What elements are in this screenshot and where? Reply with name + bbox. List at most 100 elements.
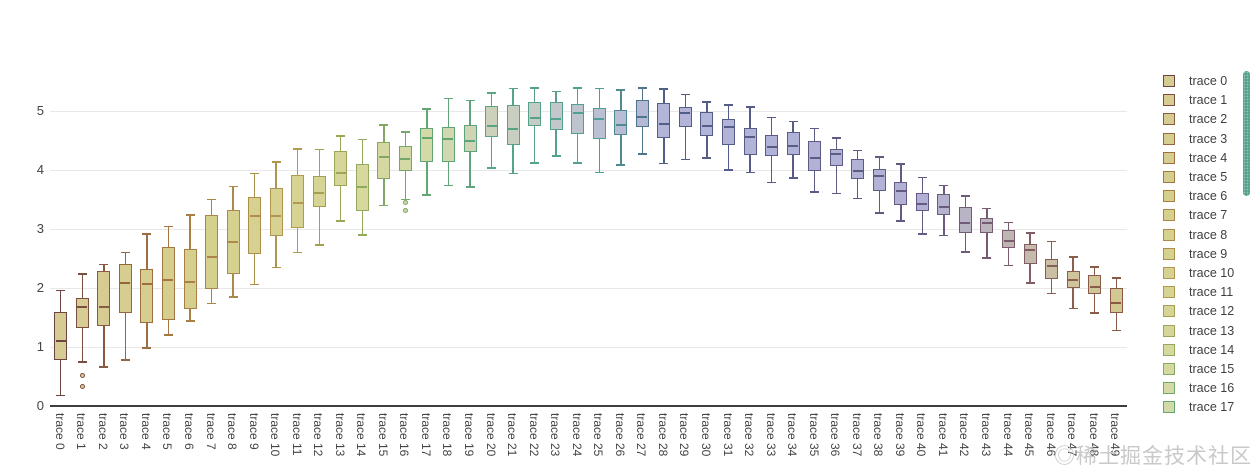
median-line: [1068, 279, 1079, 282]
legend-item-trace-16[interactable]: trace 16: [1156, 380, 1252, 399]
legend-swatch-icon: [1163, 190, 1175, 203]
x-tick-label: trace 5: [160, 413, 175, 450]
whisker-cap: [680, 158, 690, 161]
whisker-cap: [917, 232, 927, 235]
whisker-cap: [853, 149, 863, 152]
legend-item-trace-2[interactable]: trace 2: [1156, 111, 1252, 130]
whisker-cap: [702, 157, 712, 159]
x-tick-label: trace 27: [634, 413, 649, 457]
box-rect: [463, 124, 477, 153]
legend-item-trace-0[interactable]: trace 0: [1156, 73, 1252, 92]
legend-item-trace-8[interactable]: trace 8: [1156, 227, 1252, 246]
whisker-cap: [465, 99, 475, 102]
legend-item-trace-7[interactable]: trace 7: [1156, 207, 1252, 226]
whisker-cap: [530, 87, 540, 89]
median-line: [723, 125, 734, 128]
legend-item-trace-12[interactable]: trace 12: [1156, 303, 1252, 322]
legend-item-trace-1[interactable]: trace 1: [1156, 92, 1252, 111]
whisker-cap: [77, 360, 87, 363]
legend-item-label: trace 17: [1189, 400, 1235, 415]
legend-item-label: trace 8: [1189, 227, 1228, 242]
legend-scrollbar-thumb[interactable]: [1243, 71, 1250, 196]
legend-item-trace-14[interactable]: trace 14: [1156, 342, 1252, 361]
box-rect: [269, 187, 283, 237]
median-line: [680, 112, 691, 115]
whisker-cap: [314, 244, 324, 246]
outlier-point: [79, 384, 85, 390]
legend-item-label: trace 6: [1189, 189, 1228, 204]
legend-item-label: trace 15: [1189, 362, 1235, 376]
box-rect: [937, 194, 951, 215]
median-line: [77, 305, 88, 308]
median-line: [163, 278, 174, 281]
legend-item-trace-11[interactable]: trace 11: [1156, 284, 1252, 303]
x-tick-label: trace 28: [655, 413, 670, 457]
median-line: [1046, 264, 1057, 267]
x-tick-label: trace 15: [375, 413, 390, 457]
legend-item-trace-15[interactable]: trace 15: [1156, 361, 1252, 380]
legend-swatch-icon: [1163, 267, 1175, 279]
box-rect: [635, 99, 649, 127]
box-rect: [1045, 258, 1059, 280]
box-rect: [571, 103, 585, 134]
x-tick-label: trace 22: [526, 413, 541, 457]
x-tick-label: trace 42: [957, 413, 972, 457]
whisker-cap: [357, 234, 367, 236]
whisker-cap: [228, 296, 238, 298]
median-line: [831, 153, 842, 156]
legend-item-trace-13[interactable]: trace 13: [1156, 323, 1252, 342]
legend-item-trace-6[interactable]: trace 6: [1156, 188, 1252, 207]
whisker-cap: [142, 232, 152, 235]
median-line: [594, 117, 605, 120]
median-line: [1111, 301, 1122, 304]
box-rect: [722, 119, 735, 146]
legend-item-label: trace 3: [1189, 131, 1228, 146]
x-tick-label: trace 16: [397, 413, 412, 457]
legend-item-trace-4[interactable]: trace 4: [1156, 150, 1252, 169]
box-rect: [851, 158, 865, 179]
whisker-cap: [530, 162, 540, 164]
whisker-cap: [142, 347, 152, 349]
legend-swatch-icon: [1163, 363, 1175, 375]
legend-item-trace-10[interactable]: trace 10: [1156, 265, 1252, 284]
box-rect: [786, 131, 800, 155]
box-rect: [183, 249, 197, 310]
x-tick-label: trace 40: [914, 413, 929, 457]
legend-item-trace-9[interactable]: trace 9: [1156, 246, 1252, 265]
box-rect: [506, 104, 520, 145]
whisker-cap: [336, 219, 346, 222]
whisker-cap: [724, 169, 733, 171]
whisker-cap: [982, 257, 992, 259]
median-line: [1089, 285, 1100, 288]
whisker-cap: [616, 164, 626, 167]
median-line: [637, 115, 648, 118]
x-tick-label: trace 32: [742, 413, 757, 457]
watermark: ◎稀土掘金技术社区: [1054, 445, 1252, 468]
median-line: [1025, 249, 1036, 252]
legend-item-label: trace 12: [1189, 304, 1235, 319]
median-line: [615, 123, 626, 126]
whisker-cap: [207, 302, 217, 305]
box-rect: [528, 102, 542, 126]
median-line: [529, 117, 540, 120]
x-tick-label: trace 38: [871, 413, 886, 457]
box-rect: [54, 311, 68, 360]
whisker-cap: [1025, 232, 1035, 234]
x-tick-label: trace 12: [311, 413, 326, 457]
legend-item-trace-17[interactable]: trace 17: [1156, 399, 1252, 418]
whisker-cap: [1068, 255, 1078, 258]
x-tick-label: trace 30: [698, 413, 713, 457]
legend-item-label: trace 10: [1189, 266, 1235, 280]
whisker-cap: [831, 192, 841, 195]
y-tick-label: 3: [36, 221, 44, 236]
legend-item-trace-5[interactable]: trace 5: [1156, 169, 1252, 188]
legend-item-trace-3[interactable]: trace 3: [1156, 131, 1252, 150]
y-tick-label: 2: [36, 280, 44, 295]
x-tick-label: trace 45: [1022, 413, 1037, 457]
whisker-cap: [594, 87, 604, 90]
median-line: [960, 221, 971, 224]
x-tick-label: trace 34: [785, 413, 800, 457]
whisker-cap: [896, 163, 906, 165]
box-rect: [872, 168, 886, 192]
legend-item-label: trace 11: [1189, 285, 1234, 300]
